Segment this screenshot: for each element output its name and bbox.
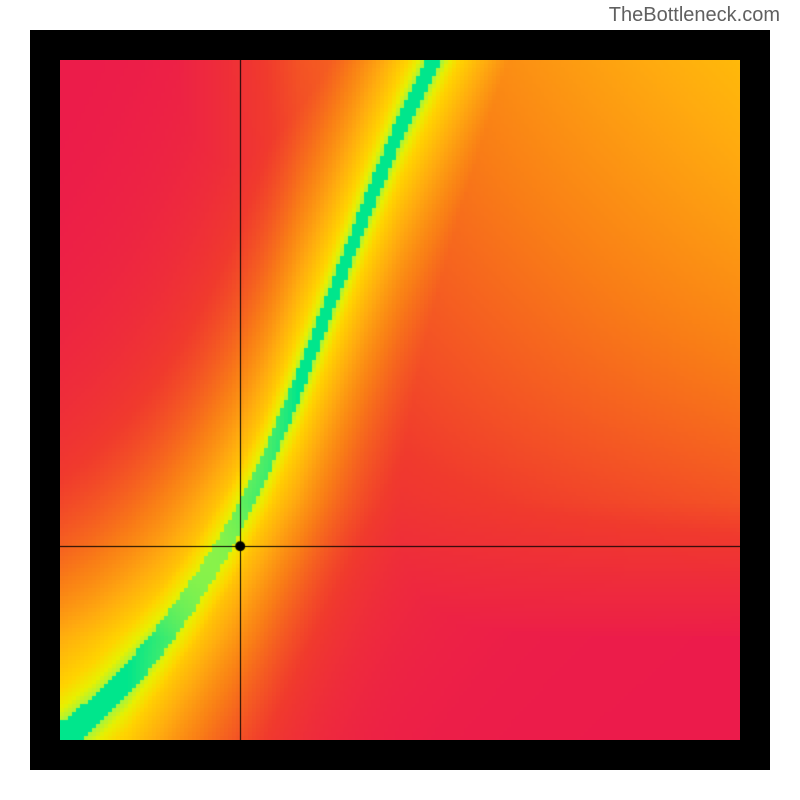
bottleneck-heatmap [60, 60, 740, 740]
watermark-text: TheBottleneck.com [609, 4, 780, 27]
chart-container: TheBottleneck.com [0, 0, 800, 800]
